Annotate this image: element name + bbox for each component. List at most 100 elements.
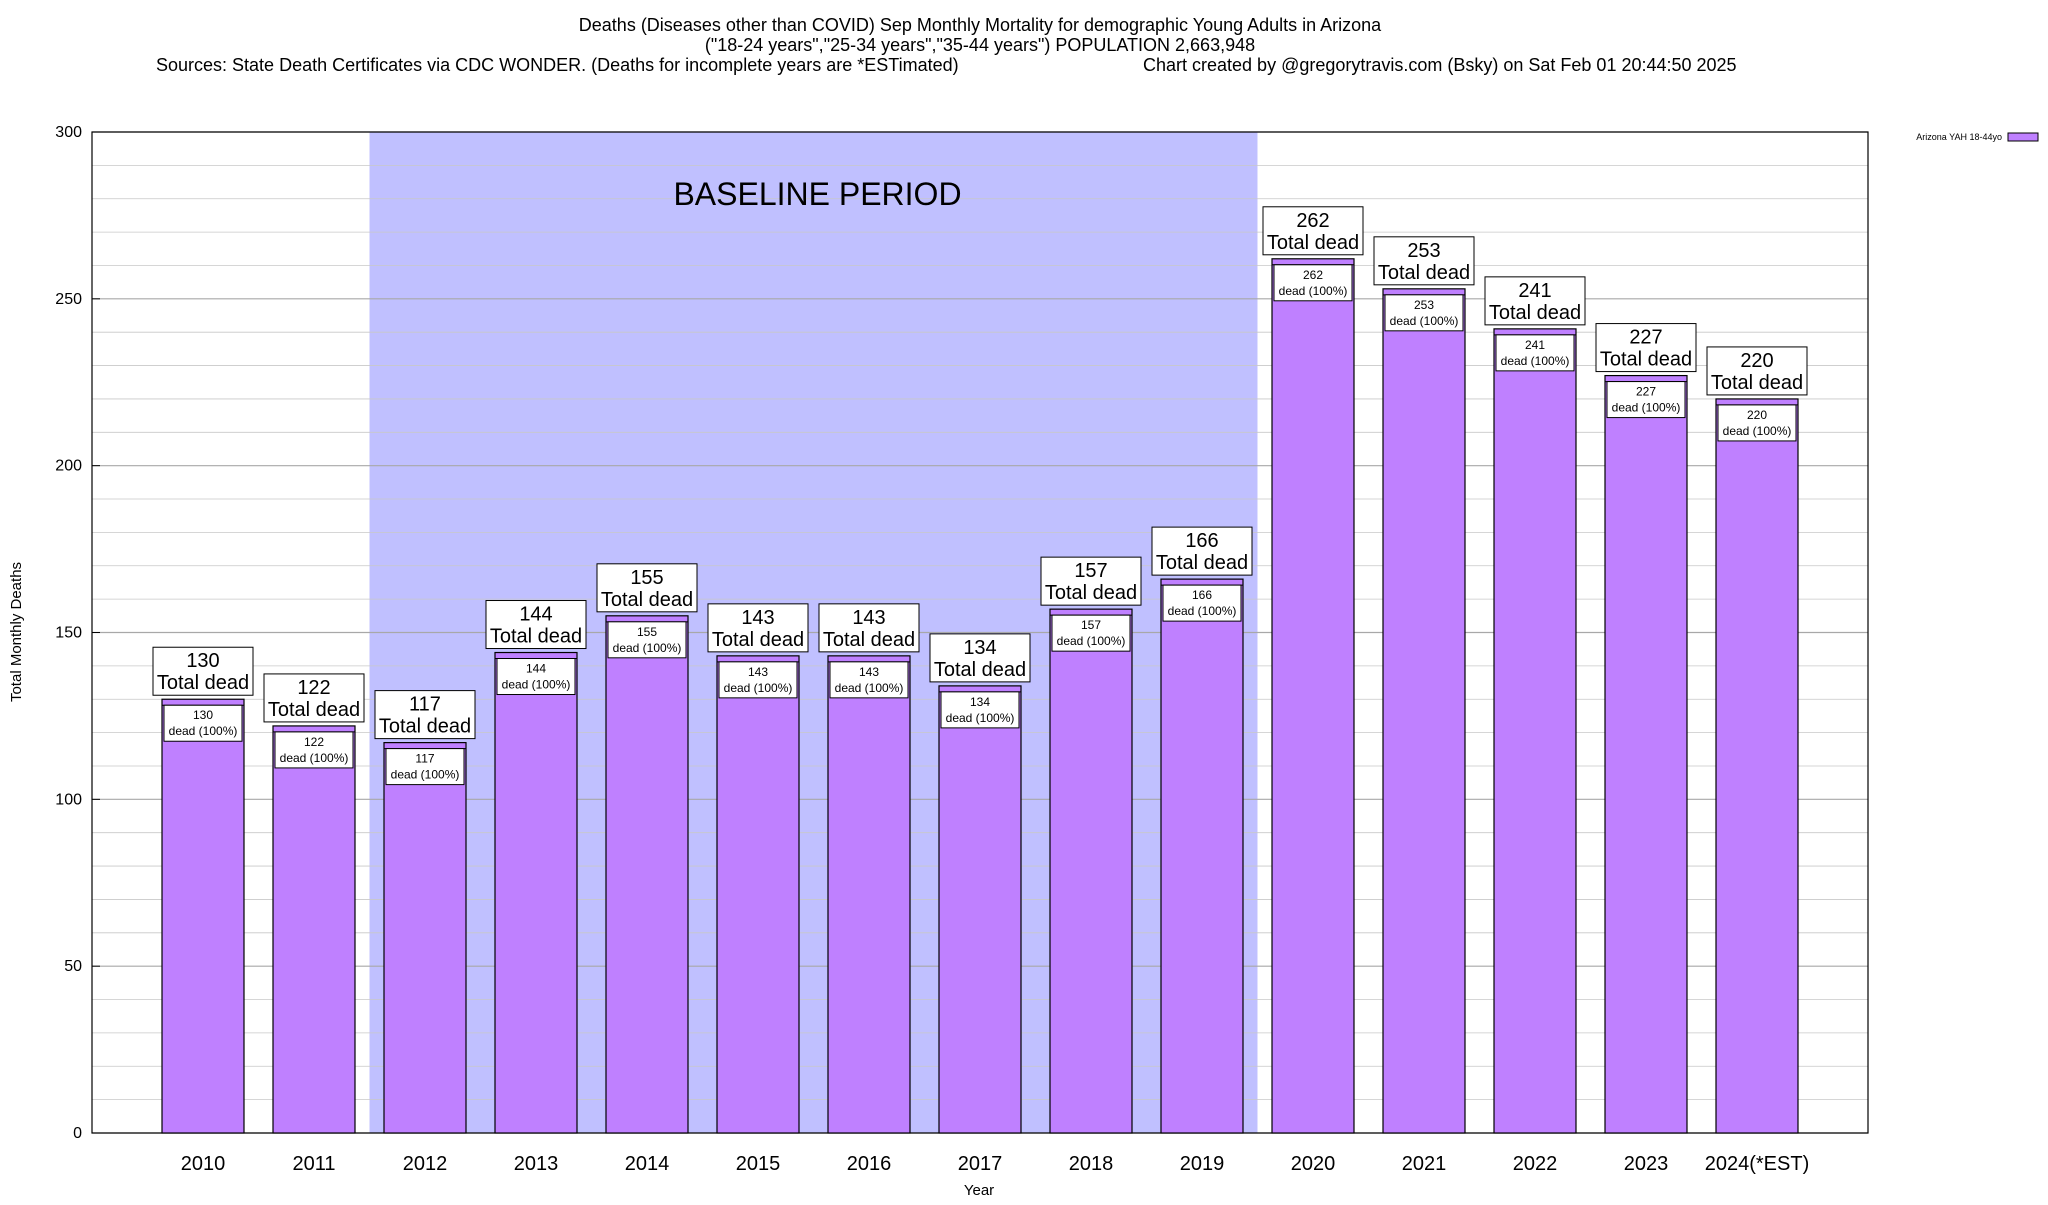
total-value-label: 144 <box>519 604 552 626</box>
segment-value-label: 143 <box>859 665 879 679</box>
total-label-box <box>596 563 698 613</box>
x-tick-label: 2017 <box>958 1153 1003 1175</box>
segment-percent-label: dead (100%) <box>1390 314 1459 328</box>
x-tick-label: 2022 <box>1513 1153 1558 1175</box>
y-tick-label: 300 <box>55 124 82 141</box>
segment-value-label: 166 <box>1192 588 1212 602</box>
bar <box>938 685 1022 1134</box>
bar <box>494 651 578 1134</box>
segment-percent-label: dead (100%) <box>1057 634 1126 648</box>
x-tick-label: 2010 <box>181 1153 226 1175</box>
segment-value-label: 144 <box>526 662 546 676</box>
segment-label-box <box>1162 584 1242 622</box>
total-dead-label: Total dead <box>379 716 471 738</box>
segment-percent-label: dead (100%) <box>724 681 793 695</box>
segment-percent-label: dead (100%) <box>1279 284 1348 298</box>
total-value-label: 253 <box>1407 240 1440 262</box>
total-dead-label: Total dead <box>268 699 360 721</box>
segment-value-label: 143 <box>748 665 768 679</box>
segment-label-box <box>1495 334 1575 372</box>
x-axis-title: Year <box>964 1182 994 1199</box>
total-label-box <box>1151 526 1253 576</box>
total-label-box <box>1484 276 1586 326</box>
segment-label-box <box>385 748 465 786</box>
x-tick-label: 2023 <box>1624 1153 1669 1175</box>
bar <box>1493 328 1577 1134</box>
total-value-label: 227 <box>1629 327 1662 349</box>
y-tick-label: 250 <box>55 291 82 308</box>
x-tick-label: 2019 <box>1180 1153 1225 1175</box>
bar <box>161 698 245 1134</box>
segment-value-label: 253 <box>1414 298 1434 312</box>
segment-label-box <box>829 661 909 699</box>
total-dead-label: Total dead <box>934 659 1026 681</box>
y-tick-label: 100 <box>55 791 82 808</box>
chart-subtitle: ("18-24 years","25-34 years","35-44 year… <box>705 35 1255 55</box>
x-tick-label: 2021 <box>1402 1153 1447 1175</box>
x-tick-label: 2013 <box>514 1153 559 1175</box>
segment-value-label: 241 <box>1525 338 1545 352</box>
total-value-label: 143 <box>852 607 885 629</box>
segment-label-box <box>940 691 1020 729</box>
total-label-box <box>374 690 476 740</box>
total-label-box <box>485 600 587 650</box>
x-tick-label: 2016 <box>847 1153 892 1175</box>
bar <box>1049 608 1133 1134</box>
total-label-box <box>152 646 254 696</box>
x-tick-label: 2024(*EST) <box>1705 1153 1810 1175</box>
segment-value-label: 130 <box>193 708 213 722</box>
total-label-box <box>263 673 365 723</box>
segment-value-label: 220 <box>1747 408 1767 422</box>
total-dead-label: Total dead <box>1600 349 1692 371</box>
x-tick-label: 2014 <box>625 1153 670 1175</box>
segment-label-box <box>1273 264 1353 302</box>
y-axis-title: Total Monthly Deaths <box>8 562 25 702</box>
segment-percent-label: dead (100%) <box>946 711 1015 725</box>
chart-credit: Chart created by @gregorytravis.com (Bsk… <box>1143 55 1737 75</box>
segment-label-box <box>496 658 576 696</box>
segment-value-label: 134 <box>970 695 990 709</box>
y-tick-label: 50 <box>64 958 82 975</box>
bar <box>383 742 467 1134</box>
bar <box>1271 258 1355 1134</box>
total-label-box <box>1373 236 1475 286</box>
total-value-label: 134 <box>963 637 996 659</box>
segment-label-box <box>607 621 687 659</box>
bar <box>827 655 911 1134</box>
total-value-label: 143 <box>741 607 774 629</box>
total-dead-label: Total dead <box>490 626 582 648</box>
total-dead-label: Total dead <box>1489 302 1581 324</box>
segment-percent-label: dead (100%) <box>1501 354 1570 368</box>
total-dead-label: Total dead <box>712 629 804 651</box>
total-dead-label: Total dead <box>601 589 693 611</box>
chart-title: Deaths (Diseases other than COVID) Sep M… <box>579 15 1382 35</box>
segment-percent-label: dead (100%) <box>613 641 682 655</box>
segment-percent-label: dead (100%) <box>502 678 571 692</box>
bar <box>1160 578 1244 1134</box>
segment-label-box <box>1051 614 1131 652</box>
bar <box>716 655 800 1134</box>
segment-percent-label: dead (100%) <box>835 681 904 695</box>
segment-value-label: 262 <box>1303 268 1323 282</box>
x-tick-label: 2011 <box>292 1153 335 1175</box>
total-value-label: 155 <box>630 567 663 589</box>
legend-swatch <box>2007 132 2039 142</box>
segment-percent-label: dead (100%) <box>1723 424 1792 438</box>
segment-percent-label: dead (100%) <box>280 751 349 765</box>
baseline-period-label: BASELINE PERIOD <box>673 176 961 212</box>
x-tick-label: 2015 <box>736 1153 781 1175</box>
segment-label-box <box>1606 381 1686 419</box>
total-label-box <box>1262 206 1364 256</box>
total-dead-label: Total dead <box>1267 232 1359 254</box>
segment-value-label: 122 <box>304 735 324 749</box>
total-value-label: 220 <box>1740 350 1773 372</box>
x-tick-label: 2020 <box>1291 1153 1336 1175</box>
total-value-label: 157 <box>1074 560 1107 582</box>
bar <box>272 725 356 1134</box>
total-value-label: 262 <box>1296 210 1329 232</box>
segment-percent-label: dead (100%) <box>391 768 460 782</box>
total-label-box <box>1040 556 1142 606</box>
segment-value-label: 227 <box>1636 385 1656 399</box>
